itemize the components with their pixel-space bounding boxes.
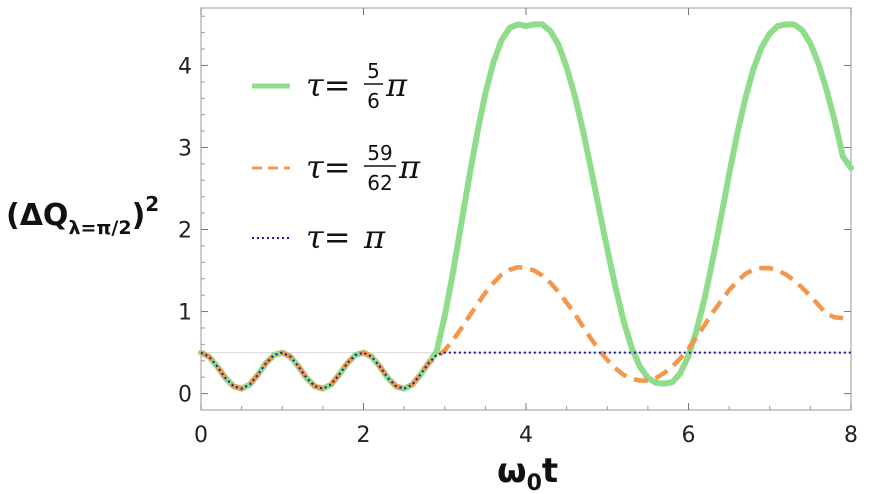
y-tick-label: 4 — [178, 54, 192, 79]
svg-text:ω0t: ω0t — [497, 451, 558, 494]
y-tick-label: 0 — [178, 383, 192, 408]
y-axis-label-sub: λ=π/2 — [68, 217, 131, 239]
x-tick-label: 8 — [844, 423, 858, 448]
legend-fraction-denominator: 62 — [367, 171, 392, 195]
series-tau-59-62-pi — [199, 264, 852, 391]
legend-label-tail: π — [363, 218, 386, 256]
legend-entry-tau-5-6-pi: τ= 5 6 π — [252, 59, 408, 113]
x-tick-label: 6 — [682, 423, 696, 448]
legend-fraction-numerator: 59 — [367, 141, 392, 165]
x-axis-label: ω0t — [497, 451, 558, 494]
y-axis-label-close: ) — [132, 198, 146, 233]
x-tick-label: 2 — [357, 423, 371, 448]
svg-text:(ΔQλ=π/2)2: (ΔQλ=π/2)2 — [6, 192, 159, 239]
legend-label-lead: τ= — [306, 66, 351, 104]
y-tick-label: 3 — [178, 136, 192, 161]
legend-fraction-numerator: 5 — [367, 59, 380, 83]
x-axis-label-sub: 0 — [527, 471, 542, 494]
y-axis-label-sup: 2 — [145, 192, 159, 216]
y-tick-label: 2 — [178, 219, 192, 244]
x-tick-label: 4 — [519, 423, 533, 448]
legend-fraction-denominator: 6 — [367, 89, 380, 113]
legend-entry-tau-59-62-pi: τ= 59 62 π — [252, 141, 421, 195]
legend-label-tail: π — [398, 148, 421, 186]
legend-label-lead: τ= — [306, 148, 351, 186]
legend-label-tail: π — [385, 66, 408, 104]
y-axis-label: (ΔQλ=π/2)2 — [6, 192, 159, 239]
legend-entry-tau-pi: τ= π — [252, 218, 386, 256]
y-tick-label: 1 — [178, 301, 192, 326]
series-tau-5-6-pi — [198, 21, 854, 392]
legend-label-lead: τ= — [306, 218, 351, 256]
y-axis-label-open: (ΔQ — [6, 198, 68, 233]
x-tick-label: 0 — [194, 423, 208, 448]
x-axis-label-main: ω — [497, 451, 527, 491]
x-axis-label-tail: t — [542, 451, 558, 491]
series-layer — [198, 21, 854, 392]
axes-layer: 0 2 4 6 8 0 1 2 3 4 — [178, 7, 858, 448]
